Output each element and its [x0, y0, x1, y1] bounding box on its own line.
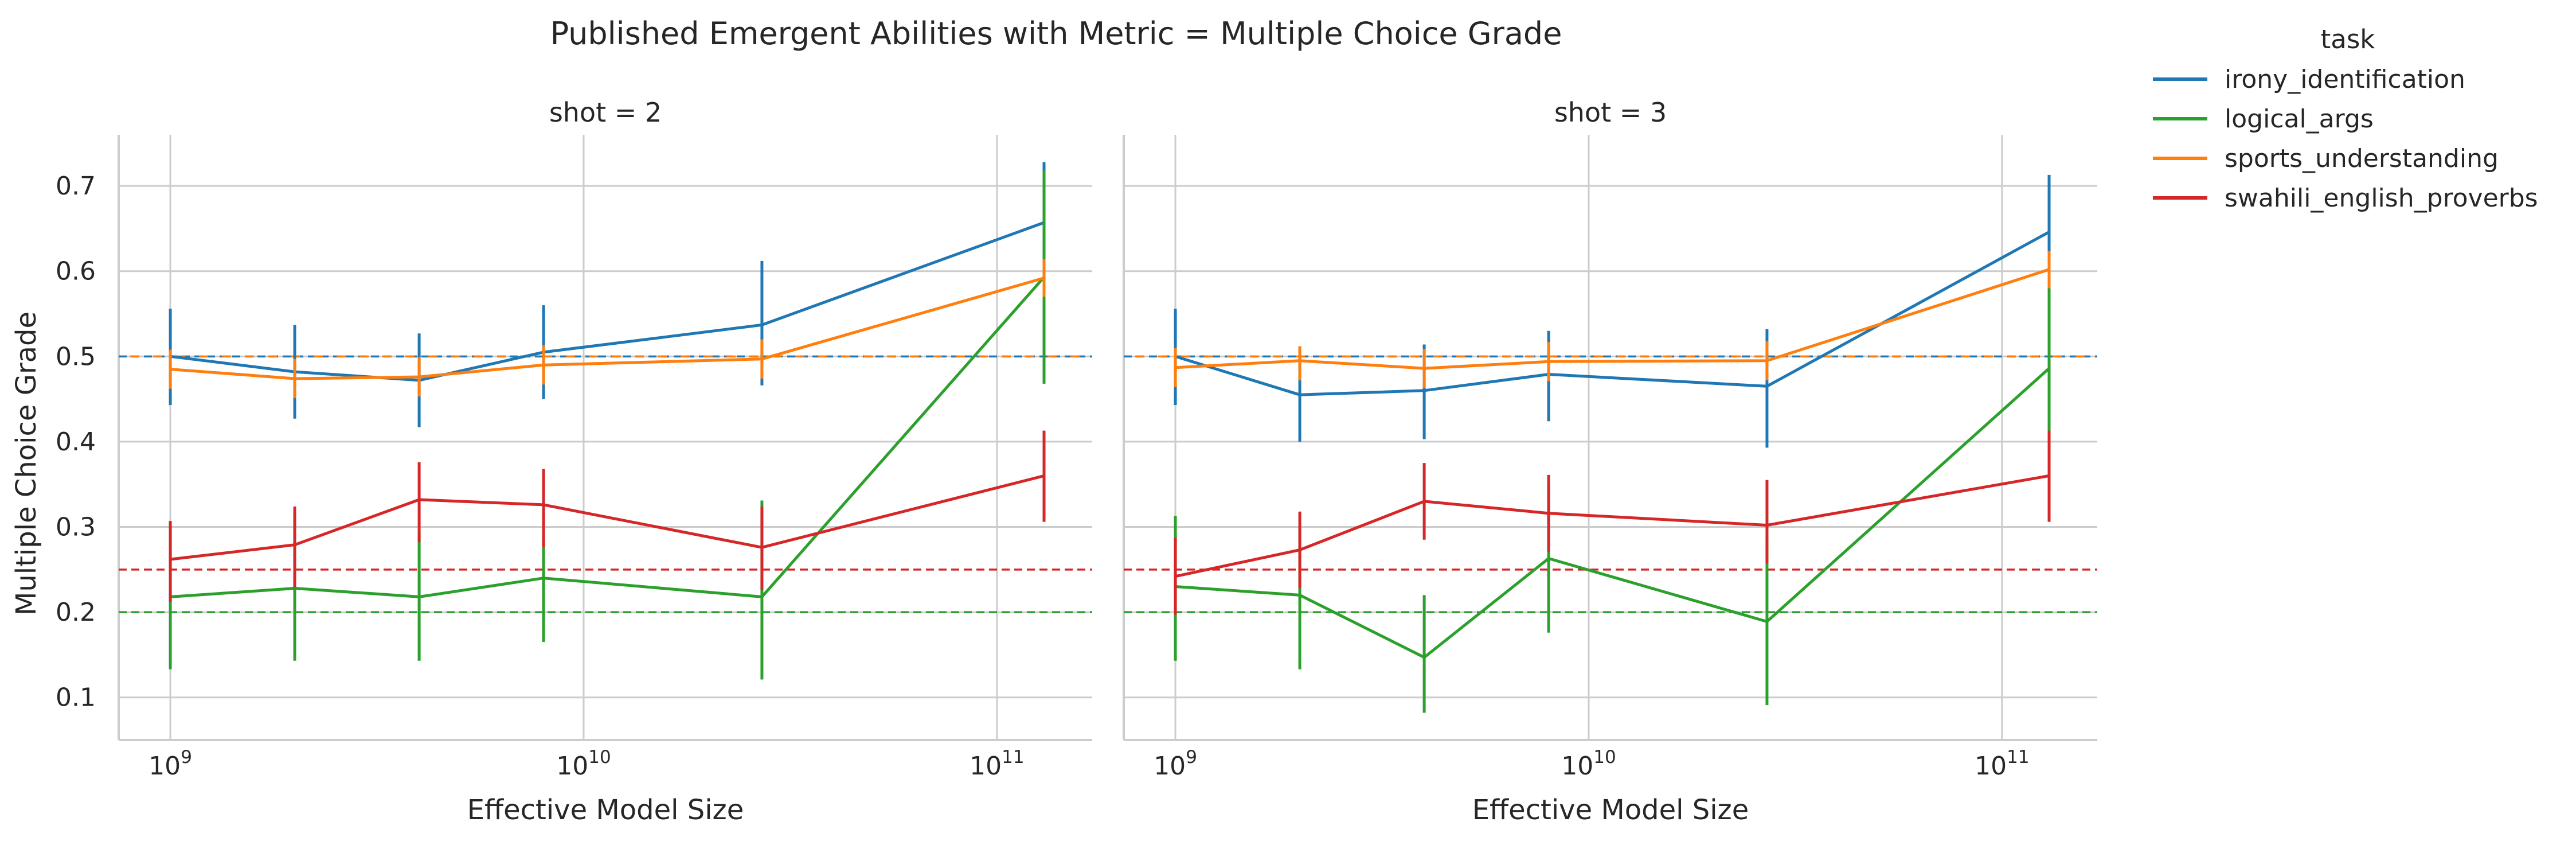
series-line	[1175, 474, 2050, 578]
y-tick-label: 0.1	[56, 683, 96, 712]
series-line	[170, 221, 1045, 382]
panel-shot-2: shot = 2 0.1 0.2 0.3 0.4 0.5 0.6 0.7 109 1010 1011…	[56, 97, 1092, 826]
series-logical-args	[169, 170, 1046, 680]
legend-label: sports_understanding	[2225, 144, 2499, 173]
legend-label: irony_identification	[2225, 65, 2465, 94]
x-tick-label: 1011	[1975, 747, 2029, 781]
panel-title: shot = 3	[1554, 97, 1667, 128]
grid	[119, 135, 1092, 740]
series-line	[1175, 268, 2050, 370]
figure-title: Published Emergent Abilities with Metric…	[550, 15, 1562, 52]
series-sports-understanding	[169, 259, 1046, 399]
series-line	[1175, 231, 2050, 396]
x-tick-label: 1010	[556, 747, 611, 781]
y-tick-label: 0.5	[56, 342, 96, 371]
legend-item-sports-understanding: sports_understanding	[2153, 144, 2499, 173]
panel-title: shot = 2	[549, 97, 662, 128]
series-line	[1175, 367, 2050, 659]
series-sports-understanding	[1174, 251, 2051, 388]
panel-shot-3: shot = 3 109 1010 1011 Effective Model Size	[1123, 97, 2097, 826]
legend-label: swahili_english_proverbs	[2225, 184, 2538, 213]
series-line	[170, 276, 1045, 598]
x-tick-label: 109	[148, 747, 192, 781]
y-tick-label: 0.4	[56, 427, 96, 457]
y-tick-label: 0.6	[56, 257, 96, 286]
series-swahili-english-proverbs	[1174, 430, 2051, 615]
y-tick-label: 0.3	[56, 513, 96, 542]
series-swahili-english-proverbs	[169, 430, 1046, 602]
legend: task irony_identification logical_argsspo…	[2153, 24, 2538, 213]
x-axis-label: Effective Model Size	[467, 794, 744, 826]
x-axis-label: Effective Model Size	[1472, 794, 1749, 826]
series-irony-identification	[169, 162, 1046, 427]
legend-label: logical_args	[2225, 104, 2374, 134]
x-tick-label: 1011	[970, 747, 1024, 781]
series-line	[170, 277, 1045, 380]
y-tick-label: 0.7	[56, 172, 96, 201]
series-line	[170, 474, 1045, 561]
y-tick-label: 0.2	[56, 598, 96, 627]
grid	[1124, 135, 2097, 740]
x-tick-label: 1010	[1561, 747, 1616, 781]
y-axis-label: Multiple Choice Grade	[10, 312, 42, 616]
legend-item-swahili-english-proverbs: swahili_english_proverbs	[2153, 184, 2538, 213]
x-tick-label: 109	[1154, 747, 1197, 781]
legend-item-logical-args: logical_args	[2153, 104, 2374, 134]
legend-title: task	[2321, 24, 2375, 54]
legend-item-irony-identification: irony_identification	[2153, 65, 2465, 94]
